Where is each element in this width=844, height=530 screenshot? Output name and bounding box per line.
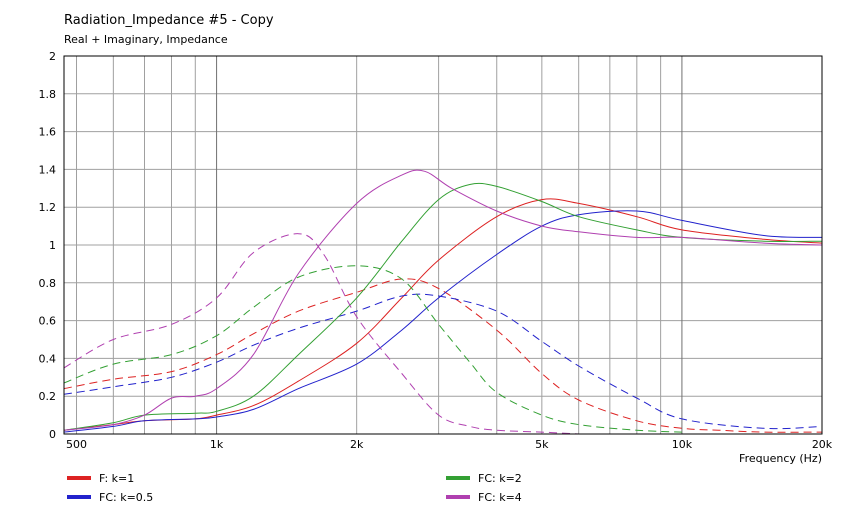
legend-label: FC: k=2 (478, 472, 522, 485)
chart-title: Radiation_Impedance #5 - Copy (64, 13, 274, 28)
series-line-fc-k-0-5-imaginary (63, 293, 823, 430)
series-line-fc-k-0-5-real (63, 210, 823, 433)
y-tick-label: 1.6 (39, 126, 57, 139)
legend-swatch (67, 476, 91, 480)
x-tick-label: 1k (210, 438, 224, 451)
x-axis-label: Frequency (Hz) (739, 452, 822, 465)
legend-label: FC: k=0.5 (99, 491, 153, 504)
plot-series (63, 169, 823, 435)
series-line-fc-k-4-imaginary (63, 233, 579, 435)
y-tick-label: 1.2 (39, 201, 57, 214)
x-tick-label: 20k (812, 438, 833, 451)
legend: F: k=1 FC: k=0.5 FC: k=2 FC: k=4 (67, 472, 522, 504)
x-tick-label: 500 (66, 438, 87, 451)
series-line-f-k-1-imaginary (63, 278, 823, 433)
legend-label: FC: k=4 (478, 491, 522, 504)
x-tick-label: 10k (672, 438, 693, 451)
plot-area (63, 55, 823, 435)
series-line-f-k-1-real (63, 198, 823, 431)
series-line-fc-k-2-imaginary (63, 265, 682, 433)
plot-grid (64, 55, 822, 435)
chart-subtitle: Real + Imaginary, Impedance (64, 33, 228, 46)
y-tick-label: 1.4 (39, 163, 57, 176)
legend-swatch (67, 495, 91, 499)
legend-swatch (446, 495, 470, 499)
x-tick-label: 2k (350, 438, 364, 451)
y-tick-label: 2 (49, 50, 56, 63)
legend-label: F: k=1 (99, 472, 134, 485)
legend-swatch (446, 476, 470, 480)
y-tick-label: 0 (49, 428, 56, 441)
plot-axes: 0 0.2 0.4 0.6 0.8 1 1.2 1.4 1.6 1.8 2 500 1k 2k 5k 10k 2… (39, 50, 833, 451)
y-tick-label: 0.6 (39, 315, 57, 328)
x-tick-label: 5k (535, 438, 549, 451)
series-line-fc-k-4-real (63, 169, 823, 431)
y-tick-label: 0.4 (39, 352, 57, 365)
y-tick-label: 1 (49, 239, 56, 252)
y-tick-label: 0.8 (39, 277, 57, 290)
series-line-fc-k-2-real (63, 182, 823, 431)
y-tick-label: 0.2 (39, 390, 57, 403)
y-tick-label: 1.8 (39, 88, 57, 101)
